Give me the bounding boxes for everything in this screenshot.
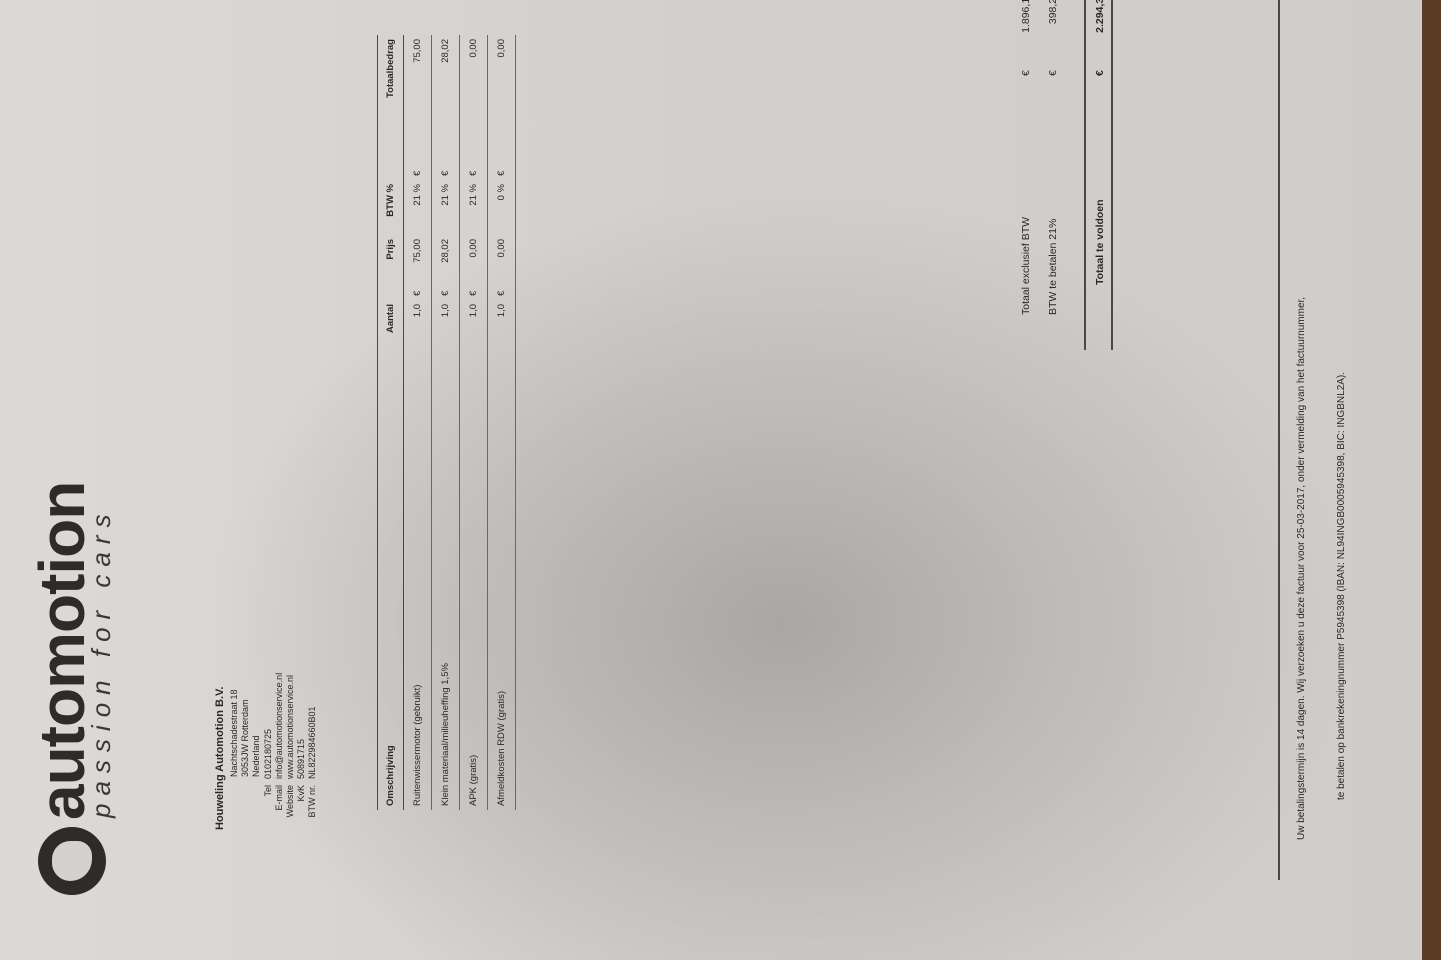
- cell-currency: €: [487, 135, 516, 180]
- total-due-label: Totaal te voldoen: [1094, 199, 1106, 285]
- cell-line-total: 0,00: [487, 35, 516, 135]
- cell-currency: €: [431, 280, 460, 300]
- btw-label: BTW te betalen 21%: [1047, 218, 1059, 315]
- cell-quantity: 1,0: [431, 300, 460, 355]
- brand-name: automotion: [26, 481, 98, 820]
- cell-price: 75,00: [403, 235, 432, 280]
- total-due-currency: €: [1094, 70, 1106, 76]
- address-line: Nederland: [251, 735, 261, 777]
- cell-vat-rate: 0 %: [487, 180, 516, 235]
- cell-currency: €: [431, 135, 460, 180]
- contact-value: NL822984660B01: [307, 706, 317, 779]
- header-omschrijving: Omschrijving: [377, 355, 404, 810]
- cell-price: 0,00: [459, 235, 488, 280]
- payment-terms: Uw betalingstermijn is 14 dagen. Wij ver…: [1296, 296, 1307, 840]
- cell-currency: €: [403, 135, 432, 180]
- cell-currency: €: [459, 135, 488, 180]
- cell-vat-rate: 21 %: [403, 180, 432, 235]
- cell-currency: €: [459, 280, 488, 300]
- table-row: Afmeldkosten RDW (gratis) 1,0 €0,00 0 % €0,0…: [487, 35, 516, 810]
- invoice-lines-table: Omschrijving Aantal Prijs BTW % Totaalbe…: [377, 35, 516, 810]
- cell-price: 28,02: [431, 235, 460, 280]
- contact-value: 0102180725: [263, 728, 273, 779]
- btw-currency: €: [1047, 70, 1059, 76]
- total-excl-label: Totaal exclusief BTW: [1020, 216, 1032, 315]
- cell-quantity: 1,0: [403, 300, 432, 355]
- cell-vat-rate: 21 %: [431, 180, 460, 235]
- divider: [1111, 0, 1113, 350]
- contact-value: 50891715: [296, 738, 306, 779]
- company-contacts: Tel 0102180725 E-mail info@automotionservi…: [263, 673, 318, 865]
- cell-description: APK (gratis): [459, 355, 488, 810]
- table-row: Klein materiaal/milieuheffing 1,5% 1,0 €28…: [431, 35, 460, 810]
- cell-currency: €: [403, 280, 432, 300]
- table-row: Ruitenwissermotor (gebruikt) 1,0 €75,00 21 …: [403, 35, 432, 810]
- cell-currency: €: [487, 280, 516, 300]
- total-excl-currency: €: [1020, 70, 1032, 76]
- header-btw: BTW %: [377, 180, 404, 235]
- header-cur: [377, 280, 404, 300]
- company-address: Nachtschadestraat 18 3053JW Rotterdam Ne…: [229, 689, 262, 777]
- divider: [1084, 0, 1086, 350]
- header-aantal: Aantal: [377, 300, 404, 355]
- total-excl-value: 1.896,16: [1020, 0, 1032, 33]
- contact-label: Website: [285, 785, 295, 818]
- address-line: 3053JW Rotterdam: [240, 699, 250, 777]
- cell-description: Afmeldkosten RDW (gratis): [487, 355, 516, 810]
- contact-value: info@automotionservice.nl: [274, 672, 284, 779]
- address-line: Nachtschadestraat 18: [229, 689, 239, 777]
- cell-quantity: 1,0: [487, 300, 516, 355]
- bank-details: te betalen op bankrekeningnummer P594539…: [1336, 371, 1347, 800]
- header-prijs: Prijs: [377, 235, 404, 280]
- total-due-value: 2.294,37: [1094, 0, 1106, 33]
- company-name: Houweling Automotion B.V.: [214, 686, 226, 830]
- contact-label: E-mail: [274, 785, 284, 811]
- cell-vat-rate: 21 %: [459, 180, 488, 235]
- footer-divider: [1278, 0, 1280, 880]
- header-totaal: Totaalbedrag: [377, 35, 404, 135]
- cell-description: Ruitenwissermotor (gebruikt): [403, 355, 432, 810]
- cell-price: 0,00: [487, 235, 516, 280]
- header-cur: [377, 135, 404, 180]
- contact-label: KvK: [296, 785, 306, 802]
- cell-quantity: 1,0: [459, 300, 488, 355]
- contact-label: BTW nr.: [307, 785, 317, 818]
- table-header-row: Omschrijving Aantal Prijs BTW % Totaalbe…: [377, 35, 404, 810]
- contact-value: www.automotionservice.nl: [285, 674, 295, 779]
- logo-icon: [38, 827, 106, 895]
- cell-line-total: 28,02: [431, 35, 460, 135]
- cell-line-total: 75,00: [403, 35, 432, 135]
- cell-line-total: 0,00: [459, 35, 488, 135]
- btw-value: 398,21: [1047, 0, 1059, 25]
- brand-tagline: passion for cars: [86, 506, 116, 818]
- contact-label: Tel: [263, 785, 273, 797]
- cell-description: Klein materiaal/milieuheffing 1,5%: [431, 355, 460, 810]
- table-row: APK (gratis) 1,0 €0,00 21 % €0,00: [459, 35, 488, 810]
